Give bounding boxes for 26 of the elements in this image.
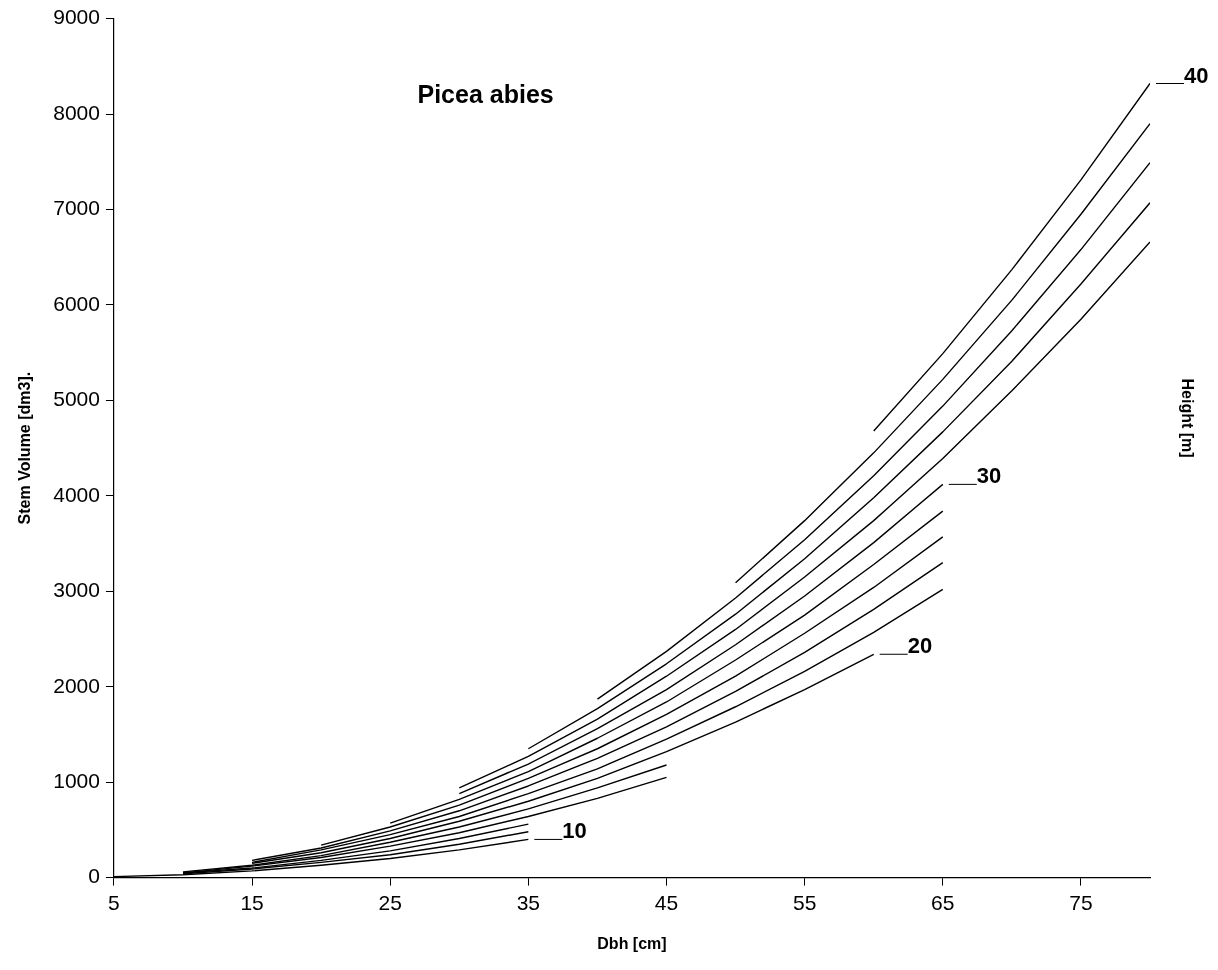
x-axis-title: Dbh [cm]	[597, 934, 667, 952]
x-tick-label: 65	[931, 891, 955, 914]
y-tick-label: 5000	[53, 387, 100, 411]
annotation: 20	[907, 633, 933, 659]
y-tick-label: 8000	[53, 100, 100, 124]
y-tick-label: 4000	[53, 482, 100, 506]
x-tick-label: 55	[792, 891, 817, 914]
text: Picea abies	[417, 79, 554, 108]
y-tick-label: 6000	[53, 291, 100, 315]
y-tick-label: 0	[88, 864, 100, 888]
annotation: 30	[976, 463, 1002, 489]
y-tick-label: 3000	[53, 578, 100, 602]
y-tick-label: 1000	[53, 768, 100, 792]
x-tick-label: 15	[240, 891, 264, 914]
x-tick-label: 5	[108, 891, 120, 914]
y-tick-label: 2000	[53, 673, 100, 697]
x-tick-label: 75	[1069, 891, 1093, 914]
annotation: 10	[562, 818, 587, 844]
y2-axis-title: Height [m]	[1178, 378, 1196, 458]
y-tick-label: 7000	[53, 196, 100, 220]
y-tick-label: 9000	[53, 5, 100, 29]
x-tick-label: 35	[516, 891, 541, 914]
x-tick-label: 45	[654, 891, 679, 914]
annotation: 40	[1184, 62, 1209, 88]
y-axis-title: Stem Volume [dm3].	[16, 371, 34, 525]
x-tick-label: 25	[378, 891, 402, 914]
